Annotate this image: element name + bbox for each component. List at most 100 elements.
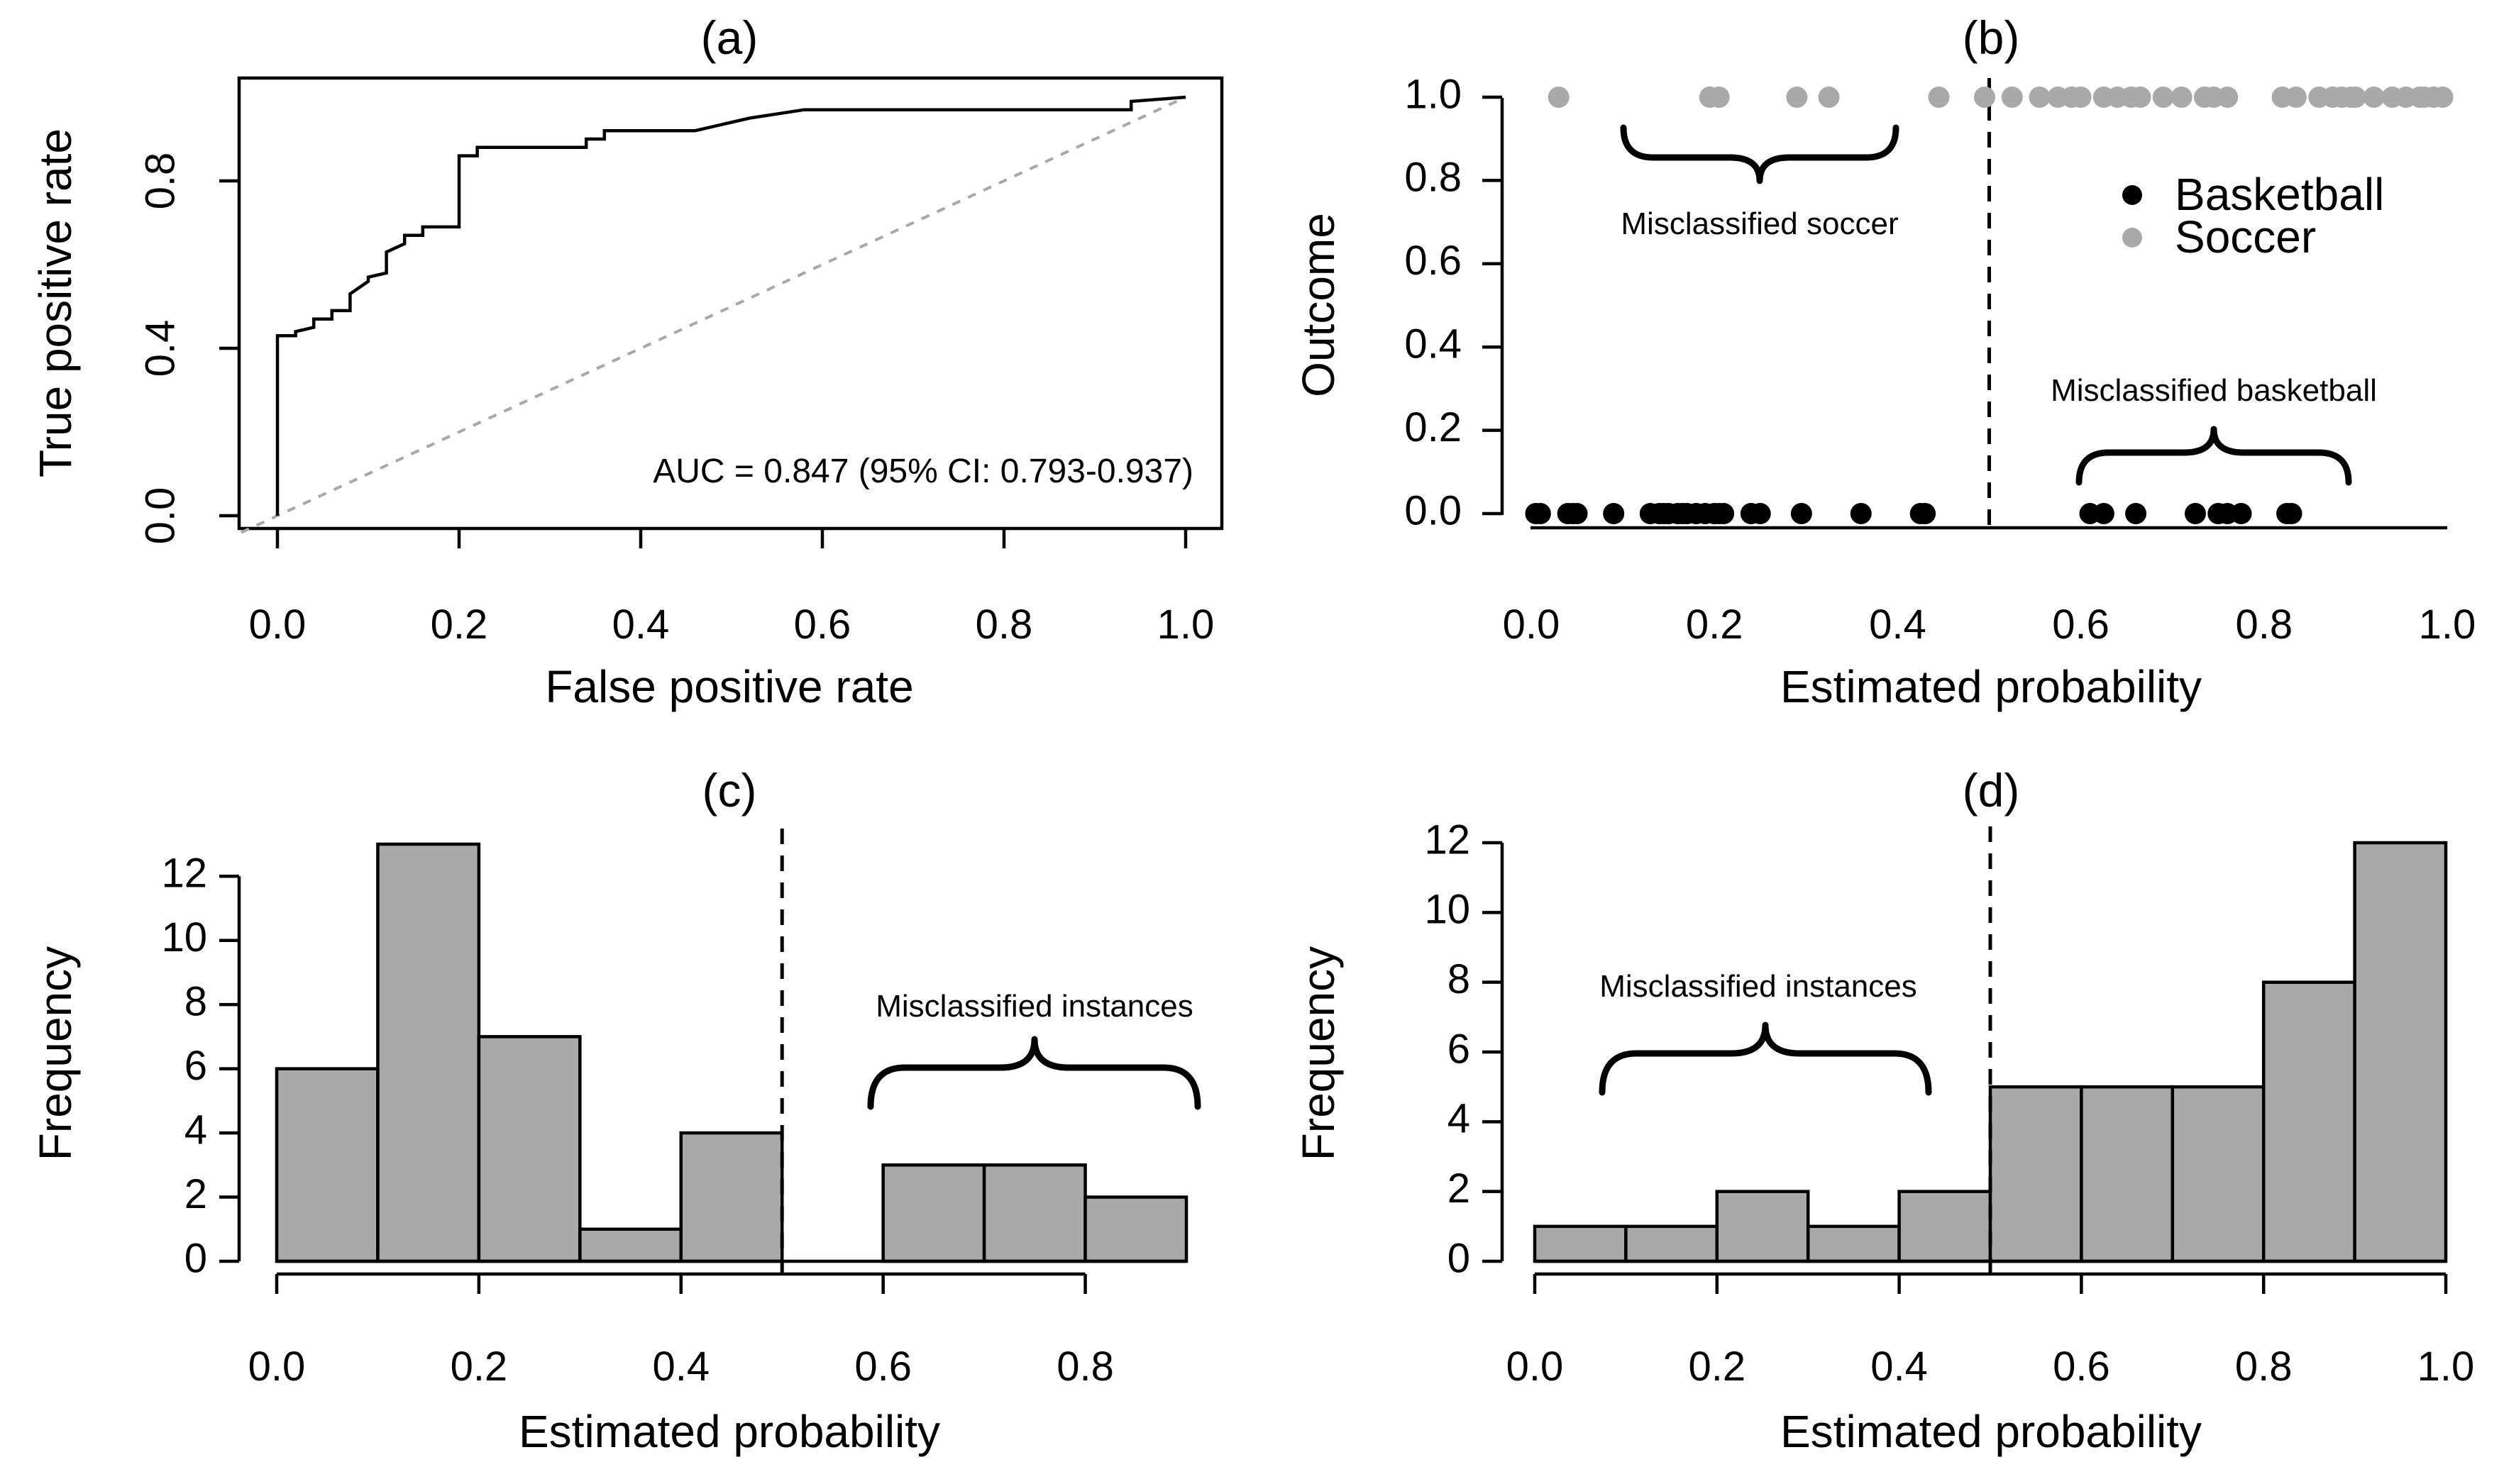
panel-d-y-tick-label: 4 — [1447, 1096, 1470, 1142]
soccer-point — [2285, 87, 2307, 108]
panel-d-bar — [1715, 1190, 1810, 1263]
panel-d-brace — [1599, 1021, 1932, 1096]
panel-b-x-label: Estimated probability — [1780, 661, 2202, 712]
panel-a-roc-curve — [275, 95, 1186, 516]
basketball-point — [1790, 503, 1812, 524]
panel-c-title: (c) — [702, 764, 757, 816]
panel-b-y-tick-label: 0.0 — [1404, 487, 1462, 533]
panel-b-y-tick-label: 0.4 — [1404, 321, 1462, 367]
panel-c-y-tick-label: 12 — [161, 851, 207, 897]
panel-a-y-tick-label: 0.4 — [137, 320, 183, 377]
panel-b-scatter: (b) 0.0 0.2 0.4 0.6 0.8 1.0 0.0 0.2 0.4 0.6 0.8 1.… — [1293, 11, 2476, 712]
panel-b-y-tick-label: 0.8 — [1404, 155, 1462, 201]
panel-a-title: (a) — [701, 11, 759, 64]
basketball-point — [2125, 503, 2147, 524]
panel-d-title: (d) — [1963, 764, 2020, 816]
panel-d-y-tick-label: 6 — [1447, 1026, 1470, 1072]
panel-c-bar — [477, 1035, 582, 1263]
panel-b-y-tick-label: 1.0 — [1404, 71, 1462, 117]
panel-d-bar — [2261, 980, 2356, 1263]
panel-c-y-tick-label: 6 — [184, 1043, 207, 1089]
panel-d-misclassified-label: Misclassified instances — [1599, 969, 1917, 1004]
panel-b-misclassified-soccer-label: Misclassified soccer — [1621, 206, 1898, 241]
panel-a-y-tick-label: 0.0 — [137, 487, 183, 545]
panel-a-x-tick-label: 0.4 — [612, 602, 670, 648]
panel-a-x-tick-label: 0.0 — [249, 602, 307, 648]
panel-c-y-tick-label: 2 — [184, 1171, 207, 1217]
panel-d-y-tick-label: 2 — [1447, 1165, 1470, 1212]
panel-b-title: (b) — [1963, 11, 2020, 64]
panel-d-y-tick-label: 10 — [1424, 887, 1470, 933]
panel-d-bar — [2080, 1085, 2175, 1263]
panel-a-x-tick-label: 1.0 — [1157, 602, 1215, 648]
basketball-point — [1603, 503, 1625, 524]
soccer-point — [1786, 87, 1808, 108]
soccer-point — [2070, 87, 2092, 108]
panel-a-y-axis: 0.0 0.4 0.8 — [137, 153, 239, 545]
panel-d-x-tick-label: 0.2 — [1688, 1344, 1745, 1390]
soccer-point — [2152, 87, 2174, 108]
panel-c-x-axis: 0.0 0.2 0.4 0.6 0.8 — [248, 1272, 1114, 1390]
panel-c-y-tick-label: 4 — [184, 1107, 207, 1153]
panel-b-y-tick-label: 0.6 — [1404, 238, 1462, 284]
panel-a-x-axis: 0.0 0.2 0.4 0.6 0.8 1.0 — [249, 528, 1215, 648]
panel-c-x-tick-label: 0.8 — [1057, 1344, 1114, 1390]
panel-c-x-tick-label: 0.6 — [854, 1344, 912, 1390]
panel-b-x-tick-label: 0.0 — [1503, 602, 1560, 648]
panel-c-histogram: (c) 0.0 0.2 0.4 0.6 0.8 0 2 4 6 8 10 12 Misclassif… — [30, 764, 1201, 1457]
panel-d-y-tick-label: 8 — [1447, 956, 1470, 1002]
panel-c-y-tick-label: 0 — [184, 1235, 207, 1281]
panel-c-x-tick-label: 0.0 — [248, 1344, 306, 1390]
panel-d-x-tick-label: 0.0 — [1506, 1344, 1564, 1390]
panel-b-x-tick-label: 0.2 — [1686, 602, 1743, 648]
panel-d-x-tick-label: 0.4 — [1870, 1344, 1928, 1390]
panel-c-y-axis: 0 2 4 6 8 10 12 — [161, 851, 241, 1281]
panel-d-x-tick-label: 1.0 — [2417, 1344, 2475, 1390]
panel-d-y-tick-label: 0 — [1447, 1235, 1470, 1281]
basketball-point — [1914, 503, 1936, 524]
panel-d-y-label: Frequency — [1293, 946, 1344, 1161]
panel-a-y-tick-label: 0.8 — [137, 153, 183, 210]
panel-d-bar — [2171, 1085, 2266, 1263]
panel-a-diagonal-reference — [240, 96, 1186, 534]
soccer-point — [2029, 87, 2051, 108]
basketball-point — [1850, 503, 1872, 524]
soccer-point — [2171, 87, 2193, 108]
panel-b-basketball-brace — [2075, 426, 2352, 486]
panel-b-misclassified-basketball-label: Misclassified basketball — [2051, 373, 2377, 408]
panel-b-y-axis: 0.0 0.2 0.4 0.6 0.8 1.0 — [1404, 71, 1502, 533]
panel-d-histogram: (d) 0.0 0.2 0.4 0.6 0.8 1.0 0 2 4 6 8 10 12 Misclas… — [1293, 764, 2474, 1457]
panel-a-x-tick-label: 0.6 — [794, 602, 851, 648]
basketball-point — [2092, 503, 2114, 524]
panel-c-bar — [578, 1227, 683, 1263]
panel-d-x-tick-label: 0.6 — [2053, 1344, 2110, 1390]
legend-soccer-label: Soccer — [2175, 211, 2316, 262]
panel-b-soccer-brace — [1620, 124, 1899, 184]
panel-d-x-tick-label: 0.8 — [2235, 1344, 2293, 1390]
panel-c-x-tick-label: 0.2 — [451, 1344, 508, 1390]
panel-d-y-tick-label: 12 — [1424, 816, 1470, 863]
panel-d-bars — [1533, 841, 2448, 1263]
basketball-point — [2280, 503, 2302, 524]
panel-b-x-tick-label: 0.8 — [2235, 602, 2293, 648]
panel-c-brace — [867, 1036, 1201, 1110]
panel-a-y-label: True positive rate — [30, 128, 81, 477]
panel-b-y-label: Outcome — [1293, 213, 1344, 397]
panel-c-bar — [376, 842, 481, 1263]
panel-a-auc-annotation: AUC = 0.847 (95% CI: 0.793-0.937) — [653, 453, 1193, 490]
panel-c-y-label: Frequency — [30, 946, 81, 1161]
panel-a-x-label: False positive rate — [545, 661, 913, 712]
panel-d-bar — [1897, 1190, 1992, 1263]
panel-c-bar — [275, 1067, 380, 1263]
soccer-point — [1928, 87, 1950, 108]
panel-d-bar — [1624, 1224, 1719, 1263]
panel-c-x-tick-label: 0.4 — [652, 1344, 710, 1390]
panel-b-x-axis: 0.0 0.2 0.4 0.6 0.8 1.0 — [1503, 602, 2476, 648]
legend-basketball-label: Basketball — [2175, 169, 2384, 220]
soccer-point — [1818, 87, 1840, 108]
soccer-point — [1974, 87, 1996, 108]
panel-b-y-tick-label: 0.2 — [1404, 404, 1462, 450]
panel-b-legend: Basketball Soccer — [2122, 169, 2384, 262]
basketball-point — [1749, 503, 1771, 524]
